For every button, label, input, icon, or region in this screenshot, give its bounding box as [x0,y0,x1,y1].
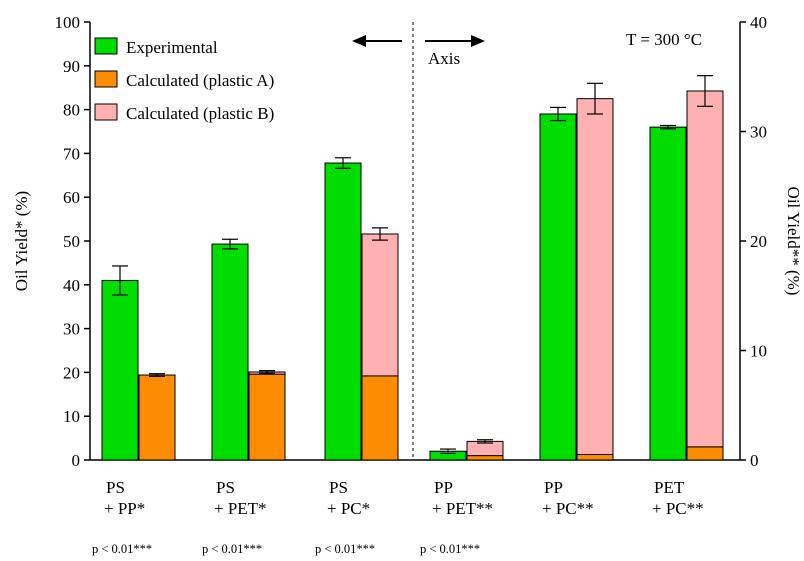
left-tick-label: 90 [63,57,80,76]
right-tick-label: 40 [750,13,767,32]
legend-label-calc-a: Calculated (plastic A) [126,71,274,90]
category-label-line2: + PET** [432,499,493,518]
bar-experimental [324,162,362,461]
category-label-line1: PP [544,478,563,497]
right-tick-label: 0 [750,451,759,470]
p-value-label: p < 0.01*** [420,542,480,556]
left-axis-title: Oil Yield* (%) [12,191,31,291]
bar-experimental [539,113,577,461]
legend-swatch-calc-a [94,70,118,88]
axis-arrows: Axis [352,35,485,68]
p-value-label: p < 0.01*** [202,542,262,556]
category-label-line1: PET [654,478,685,497]
category-label-line2: + PET* [214,499,267,518]
category-labels: PS + PP* p < 0.01*** PS + PET* p < 0.01*** PS +… [92,478,704,556]
right-tick-label: 30 [750,123,767,142]
bar-calculated-a [576,454,614,461]
category-label-line2: + PC* [327,499,370,518]
left-tick-label: 30 [63,320,80,339]
left-tick-label: 0 [72,451,81,470]
bar-calculated-a [361,375,399,461]
temperature-annotation: T = 300 °C [626,30,702,49]
category-label-line1: PS [216,478,235,497]
bar-calculated-a [686,446,724,461]
bar-experimental [101,279,139,461]
category-label-line2: + PP* [104,499,145,518]
right-axis-title: Oil Yield** (%) [784,187,803,296]
right-axis-ticks: 0 10 20 30 40 [740,13,767,470]
right-tick-label: 20 [750,232,767,251]
category-label-line1: PS [329,478,348,497]
right-arrowhead-icon [471,35,485,47]
bars [101,75,724,461]
bar-calculated-b [361,233,399,377]
bar-calculated-b [576,98,614,456]
bar-experimental [211,243,249,461]
legend-swatch-calc-b [94,103,118,121]
legend-label-experimental: Experimental [126,38,218,57]
category-label-line1: PP [434,478,453,497]
legend-swatch-experimental [94,37,118,55]
left-tick-label: 60 [63,188,80,207]
bar-calculated-b [686,90,724,448]
bar-experimental [649,126,687,461]
left-tick-label: 80 [63,101,80,120]
legend-label-calc-b: Calculated (plastic B) [126,104,274,123]
left-tick-label: 70 [63,144,80,163]
left-tick-label: 40 [63,276,80,295]
p-value-label: p < 0.01*** [315,542,375,556]
left-axis-ticks: 0 10 20 30 40 50 60 70 80 90 100 [55,13,90,470]
axis-annotation: Axis [428,49,460,68]
bar-calculated-a [466,455,504,461]
bar-calculated-a [248,373,286,461]
legend: Experimental Calculated (plastic A) Calc… [94,37,274,123]
left-tick-label: 10 [63,407,80,426]
bar-calculated-a [138,374,176,461]
category-label-line2: + PC** [542,499,594,518]
category-label-line1: PS [106,478,125,497]
right-tick-label: 10 [750,342,767,361]
left-tick-label: 100 [55,13,81,32]
left-tick-label: 50 [63,232,80,251]
left-arrowhead-icon [352,35,366,47]
category-label-line2: + PC** [652,499,704,518]
left-tick-label: 20 [63,363,80,382]
p-value-label: p < 0.01*** [92,542,152,556]
